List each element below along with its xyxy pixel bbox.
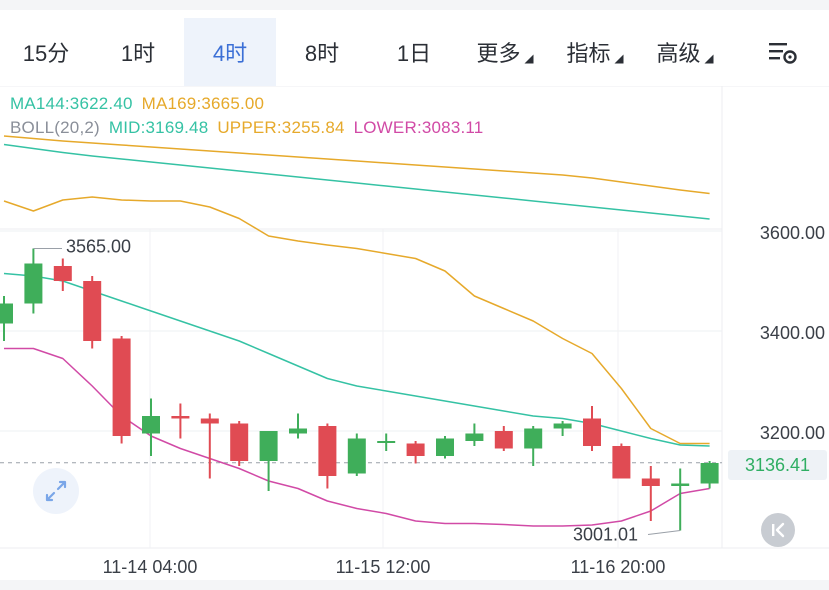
x-tick-label: 11-14 04:00 bbox=[103, 557, 198, 577]
candle-down bbox=[641, 478, 660, 486]
candle-up bbox=[0, 303, 13, 324]
y-tick-label: 3200.00 bbox=[760, 423, 825, 443]
boll-label: BOLL(20,2) bbox=[10, 118, 100, 137]
dropdown-triangle-icon bbox=[614, 54, 623, 64]
candle-up bbox=[436, 438, 454, 456]
candle-down bbox=[318, 426, 337, 476]
y-tick-label: 3400.00 bbox=[760, 323, 825, 343]
candle-down bbox=[83, 281, 102, 341]
candle-up bbox=[24, 263, 43, 304]
candle-down bbox=[171, 416, 190, 419]
candle-down bbox=[200, 418, 219, 424]
y-tick-label: 3600.00 bbox=[760, 223, 825, 243]
tab-label: 1日 bbox=[396, 41, 432, 66]
candle-down bbox=[112, 338, 131, 436]
boll-legend: BOLL(20,2) MID:3169.48 UPPER:3255.84 LOW… bbox=[10, 118, 483, 138]
expand-button[interactable] bbox=[33, 468, 79, 514]
high-price-label: 3565.00 bbox=[66, 237, 131, 257]
current-price-tag: 3136.41 bbox=[728, 450, 827, 480]
ma144-label: MA144:3622.40 bbox=[10, 94, 133, 113]
boll-upper-label: UPPER:3255.84 bbox=[217, 118, 345, 137]
tab-label: 15分 bbox=[22, 41, 70, 66]
chart-area[interactable]: 3600.00 3400.00 3200.00 11-14 04:00 11-15 12… bbox=[0, 86, 829, 590]
chart-settings-icon bbox=[769, 43, 797, 64]
candle-up bbox=[347, 438, 366, 474]
scroll-to-latest-icon bbox=[772, 522, 785, 538]
dropdown-triangle-icon bbox=[704, 54, 713, 64]
candle-down bbox=[406, 443, 425, 456]
tab-indicators[interactable]: 指标 bbox=[550, 18, 640, 86]
candle-up bbox=[142, 416, 160, 434]
candle-up bbox=[700, 463, 719, 484]
low-price-pointer bbox=[647, 530, 681, 535]
current-price-value: 3136.41 bbox=[744, 454, 811, 475]
boll-mid-label: MID:3169.48 bbox=[108, 118, 209, 137]
candle-up bbox=[524, 428, 543, 449]
timeframe-tabs: 15分 1时 4时 8时 1日 更多 指标 高级 bbox=[0, 18, 829, 86]
ma169-label: MA169:3665.00 bbox=[141, 94, 265, 113]
tab-advanced[interactable]: 高级 bbox=[640, 18, 730, 86]
tab-8h[interactable]: 8时 bbox=[276, 18, 368, 86]
tab-15m[interactable]: 15分 bbox=[0, 18, 92, 86]
dropdown-triangle-icon bbox=[524, 54, 533, 64]
bottom-strip bbox=[0, 580, 829, 590]
low-price-label: 3001.01 bbox=[573, 525, 638, 545]
candle-down bbox=[612, 446, 631, 479]
expand-icon bbox=[45, 480, 67, 502]
candle-up bbox=[289, 428, 307, 434]
top-strip bbox=[0, 0, 829, 10]
tab-label: 8时 bbox=[304, 41, 340, 66]
series-upper-line bbox=[3, 196, 710, 445]
tab-label: 1时 bbox=[120, 41, 156, 66]
tab-label: 指标 bbox=[566, 41, 611, 66]
x-tick-label: 11-15 12:00 bbox=[336, 557, 431, 577]
candle-up bbox=[465, 433, 484, 441]
candle-down bbox=[583, 418, 601, 446]
tab-label: 更多 bbox=[476, 41, 521, 66]
kline-chart: 3600.00 3400.00 3200.00 11-14 04:00 11-15 12… bbox=[0, 86, 829, 577]
candle-up bbox=[671, 483, 690, 486]
series-mid-line bbox=[3, 272, 710, 447]
candle-down bbox=[230, 423, 249, 461]
series-ma144-line bbox=[3, 143, 710, 220]
candle-up bbox=[259, 431, 278, 461]
ma-legend: MA144:3622.40 MA169:3665.00 bbox=[10, 94, 264, 114]
tab-1d[interactable]: 1日 bbox=[368, 18, 460, 86]
tab-more[interactable]: 更多 bbox=[460, 18, 550, 86]
x-tick-label: 11-16 20:00 bbox=[571, 557, 666, 577]
candle-up bbox=[377, 441, 396, 443]
scroll-to-latest-button[interactable] bbox=[761, 513, 795, 547]
chart-settings-button[interactable] bbox=[767, 38, 799, 66]
candle-up bbox=[553, 423, 572, 429]
boll-lower-label: LOWER:3083.11 bbox=[353, 118, 484, 137]
tab-4h[interactable]: 4时 bbox=[184, 18, 276, 86]
series-ma169-line bbox=[3, 135, 710, 195]
candle-down bbox=[494, 431, 513, 449]
candle-down bbox=[53, 266, 72, 281]
tab-label: 4时 bbox=[212, 41, 248, 66]
tab-label: 高级 bbox=[656, 41, 701, 66]
tab-1h[interactable]: 1时 bbox=[92, 18, 184, 86]
